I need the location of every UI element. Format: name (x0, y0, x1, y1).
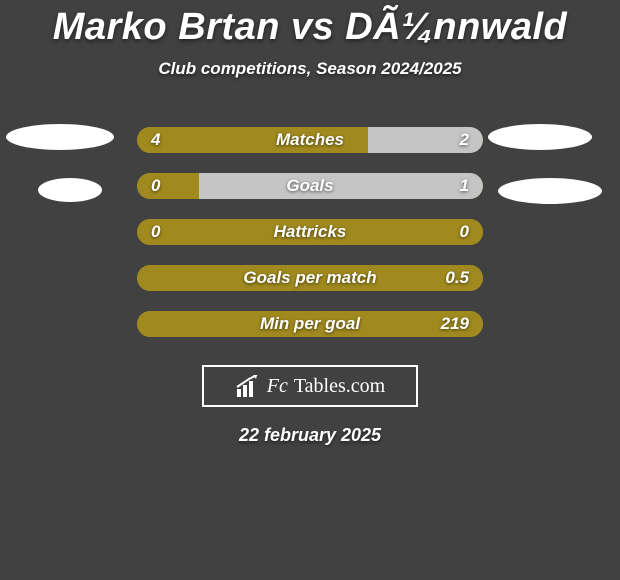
logo-text-prefix: Fc (267, 375, 288, 398)
stat-right-value: 0 (460, 222, 469, 242)
stat-bar: 219 Min per goal (137, 311, 483, 337)
stat-left-value: 0 (151, 176, 160, 196)
stat-row: 0 0 Hattricks (0, 209, 620, 255)
comparison-subtitle: Club competitions, Season 2024/2025 (0, 59, 620, 79)
stat-label: Matches (276, 130, 344, 150)
stat-bar: 0 0 Hattricks (137, 219, 483, 245)
snapshot-date: 22 february 2025 (0, 425, 620, 446)
stat-bar: 4 2 Matches (137, 127, 483, 153)
stat-right-value: 1 (460, 176, 469, 196)
fctables-logo: Fc Tables.com (202, 365, 418, 407)
stat-right-value: 2 (460, 130, 469, 150)
logo-text-suffix: Tables.com (294, 375, 385, 398)
stat-label: Min per goal (260, 314, 360, 334)
stat-label: Hattricks (274, 222, 347, 242)
stat-right-value: 0.5 (445, 268, 469, 288)
stat-left-value: 0 (151, 222, 160, 242)
decorative-oval (498, 178, 602, 204)
bar-right-fill (199, 173, 483, 199)
stat-row: 0.5 Goals per match (0, 255, 620, 301)
stats-area: 4 2 Matches 0 1 Goals 0 0 Hattricks 0.5 Goals per … (0, 117, 620, 347)
stat-right-value: 219 (441, 314, 469, 334)
stat-label: Goals per match (243, 268, 376, 288)
stat-row: 219 Min per goal (0, 301, 620, 347)
stat-left-value: 4 (151, 130, 160, 150)
stat-label: Goals (286, 176, 333, 196)
decorative-oval (38, 178, 102, 202)
stat-bar: 0 1 Goals (137, 173, 483, 199)
stat-bar: 0.5 Goals per match (137, 265, 483, 291)
comparison-title: Marko Brtan vs DÃ¼nnwald (0, 0, 620, 49)
bar-left-fill (137, 173, 199, 199)
chart-icon (235, 375, 261, 397)
decorative-oval (6, 124, 114, 150)
decorative-oval (488, 124, 592, 150)
